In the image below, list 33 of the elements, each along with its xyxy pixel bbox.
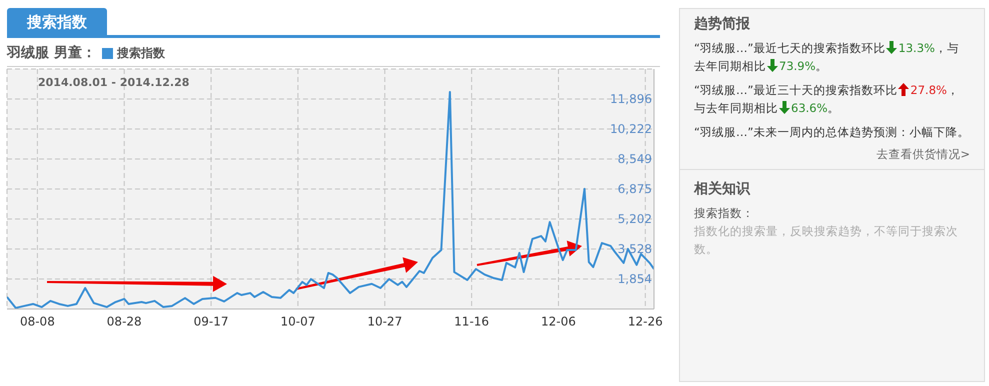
text: “羽绒服…”未来一周内的总体趋势预测：小幅下降。 xyxy=(694,124,970,141)
text: 指数化的搜索量，反映搜索趋势，不等同于搜索次数。 xyxy=(694,223,959,258)
legend-label: 搜索指数 xyxy=(116,44,165,62)
y-tick-label: 10,222 xyxy=(610,122,652,136)
text: 相关知识 xyxy=(694,180,752,198)
x-tick-label: 11-16 xyxy=(454,314,490,329)
text: 趋势简报 xyxy=(694,15,751,33)
x-tick-label: 12-06 xyxy=(541,314,576,329)
annotation: 2014.08.01 - 2014.12.28 xyxy=(38,76,190,89)
x-tick-label: 08-08 xyxy=(20,314,55,329)
x-tick-label: 12-26 xyxy=(628,314,663,329)
x-tick-label: 10-07 xyxy=(280,314,316,329)
y-tick-label: 5,202 xyxy=(618,212,652,226)
text: “羽绒服…”最近三十天的搜索指数环比 xyxy=(694,83,898,97)
chart-title: 搜索指数 xyxy=(7,8,107,36)
text: 63.6% xyxy=(791,101,828,115)
y-tick-label: 11,896 xyxy=(610,92,652,106)
text: 27.8% xyxy=(910,83,947,97)
y-tick-label: 3,528 xyxy=(618,242,652,256)
text: “羽绒服…”最近七天的搜索指数环比 xyxy=(694,41,886,55)
text: 去查看供货情况> xyxy=(680,145,984,170)
x-tick-label: 10-27 xyxy=(367,314,402,329)
x-tick-label: 08-28 xyxy=(106,314,142,329)
text: 搜索指数： xyxy=(694,205,755,222)
chart-subtitle: 羽绒服 男童： xyxy=(7,44,96,62)
y-tick-label: 1,854 xyxy=(618,272,652,286)
text: 。 xyxy=(816,59,828,73)
text: 73.9% xyxy=(779,59,816,73)
text: 。 xyxy=(828,101,840,115)
y-tick-label: 8,549 xyxy=(618,152,652,166)
x-tick-label: 09-17 xyxy=(194,314,229,329)
y-tick-label: 6,875 xyxy=(618,182,652,196)
text: 13.3% xyxy=(898,41,935,55)
